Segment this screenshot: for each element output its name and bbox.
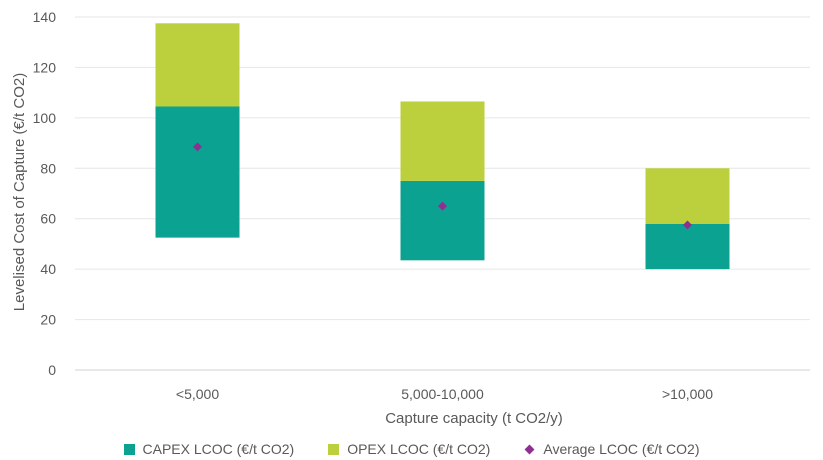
y-tick-labels: 0 20 40 60 80 100 120 140 xyxy=(33,9,57,378)
legend-item-opex: OPEX LCOC (€/t CO2) xyxy=(328,441,490,457)
legend-marker-average xyxy=(524,444,535,454)
average-marker xyxy=(193,142,202,152)
bar-opex xyxy=(155,23,240,107)
average-marker xyxy=(438,201,447,211)
y-tick-label: 0 xyxy=(48,362,56,378)
legend-label-capex: CAPEX LCOC (€/t CO2) xyxy=(142,441,295,457)
x-tick-label: 5,000-10,000 xyxy=(401,386,484,402)
x-tick-label: <5,000 xyxy=(176,386,219,402)
legend-label-average: Average LCOC (€/t CO2) xyxy=(543,441,700,457)
y-tick-label: 100 xyxy=(33,110,57,126)
chart-area: 0 20 40 60 80 100 120 140 <5,000 5,000-10,000 >10… xyxy=(11,9,810,427)
bar-capex xyxy=(400,180,485,261)
y-tick-label: 60 xyxy=(40,211,56,227)
y-tick-label: 40 xyxy=(40,261,56,277)
legend: CAPEX LCOC (€/t CO2) OPEX LCOC (€/t CO2)… xyxy=(0,438,823,460)
average-marker xyxy=(683,220,692,230)
x-tick-labels: <5,000 5,000-10,000 >10,000 xyxy=(176,386,713,402)
bar-opex xyxy=(645,168,730,224)
y-tick-label: 80 xyxy=(40,160,56,176)
bar-capex xyxy=(645,223,730,270)
bar-opex xyxy=(400,101,485,181)
x-axis-title: Capture capacity (t CO2/y) xyxy=(385,410,563,427)
average-markers xyxy=(193,142,692,230)
legend-swatch-opex xyxy=(328,443,340,455)
x-tick-label: >10,000 xyxy=(662,386,713,402)
legend-swatch-capex xyxy=(123,443,135,455)
bar-capex xyxy=(155,106,240,238)
y-tick-label: 120 xyxy=(33,59,57,75)
bars xyxy=(155,23,730,270)
legend-item-capex: CAPEX LCOC (€/t CO2) xyxy=(123,441,295,457)
y-tick-label: 20 xyxy=(40,312,56,328)
y-tick-label: 140 xyxy=(33,9,57,25)
legend-item-average: Average LCOC (€/t CO2) xyxy=(524,441,700,457)
legend-label-opex: OPEX LCOC (€/t CO2) xyxy=(347,441,491,457)
y-axis-title: Levelised Cost of Capture (€/t CO2) xyxy=(11,73,28,311)
